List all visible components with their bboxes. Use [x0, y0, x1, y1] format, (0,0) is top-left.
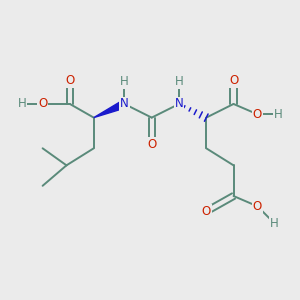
- Text: O: O: [147, 138, 156, 152]
- Text: H: H: [18, 98, 26, 110]
- Text: O: O: [253, 200, 262, 213]
- Text: O: O: [38, 98, 47, 110]
- Text: O: O: [253, 108, 262, 121]
- Text: O: O: [65, 74, 74, 87]
- Text: H: H: [120, 75, 129, 88]
- Text: H: H: [274, 108, 282, 121]
- Text: O: O: [229, 74, 238, 87]
- Text: N: N: [175, 98, 183, 110]
- Text: H: H: [270, 217, 279, 230]
- Text: H: H: [175, 75, 183, 88]
- Polygon shape: [94, 100, 126, 118]
- Text: O: O: [202, 205, 211, 218]
- Text: N: N: [120, 98, 129, 110]
